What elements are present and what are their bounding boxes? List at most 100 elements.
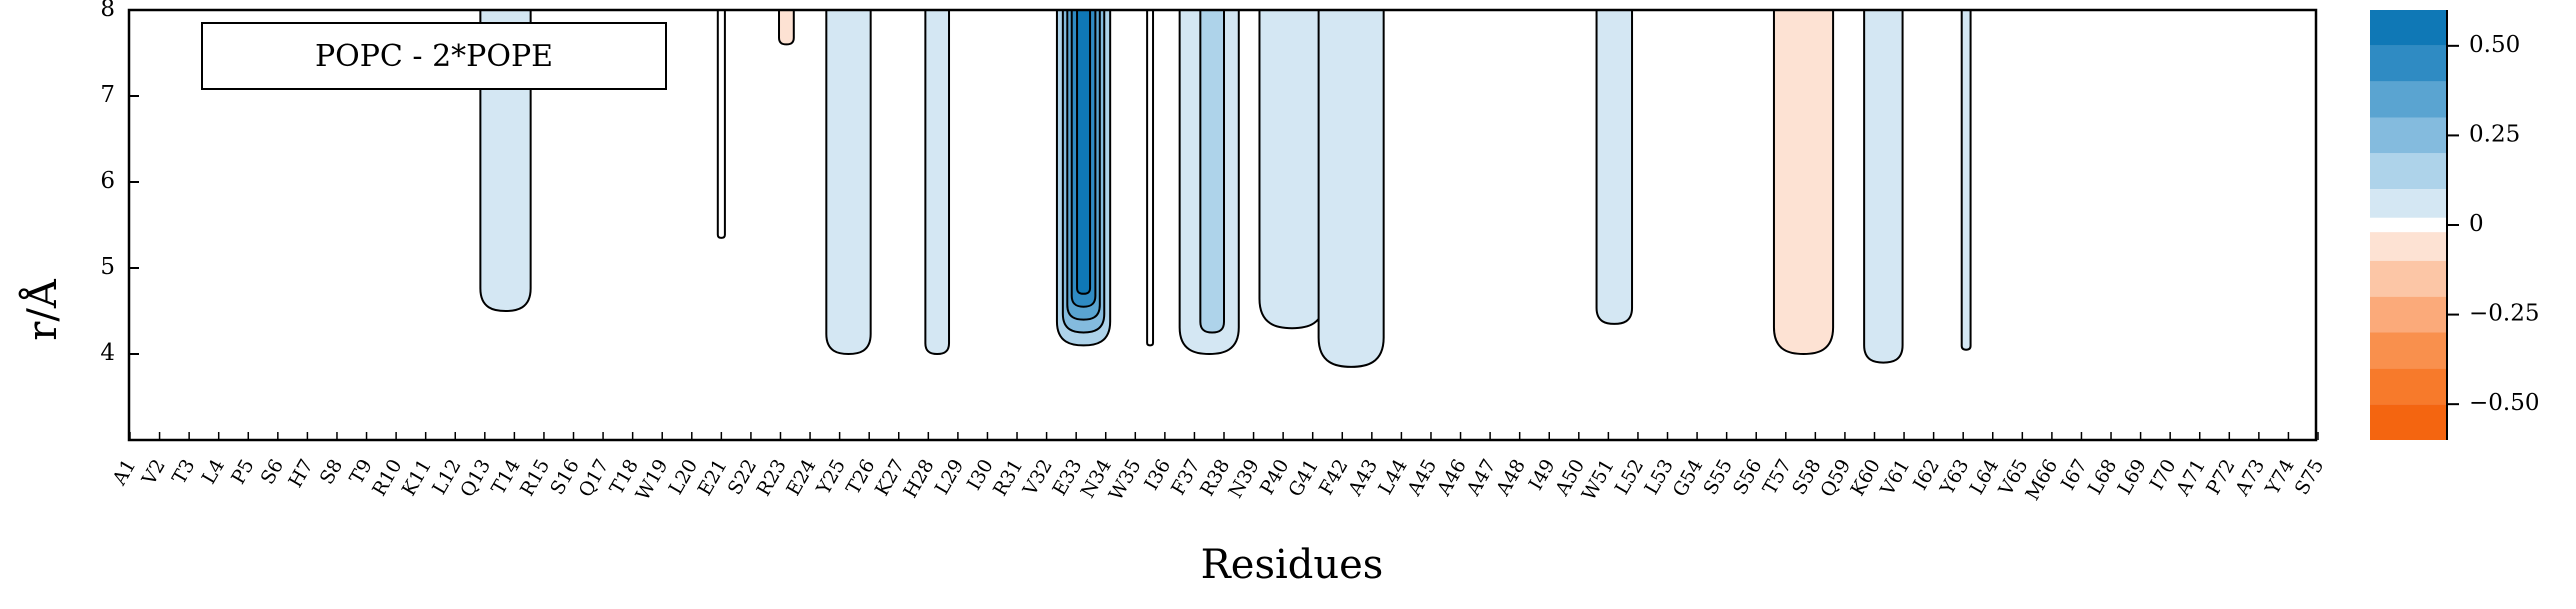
x-tick-label: F37 — [1167, 456, 1205, 499]
x-tick-label: L20 — [665, 456, 702, 499]
x-tick-label: S55 — [1699, 456, 1737, 499]
x-tick-label: Y25 — [812, 456, 850, 500]
colorbar-tick-label: 0.25 — [2469, 121, 2520, 147]
x-tick-label: S56 — [1729, 456, 1767, 499]
x-tick-label: S75 — [2291, 456, 2329, 499]
x-tick-label: Y74 — [2261, 456, 2299, 500]
x-tick-label: A73 — [2231, 456, 2270, 501]
x-tick-label: R15 — [516, 456, 554, 500]
x-tick-label: S6 — [257, 456, 289, 489]
x-tick-label: E21 — [694, 456, 732, 500]
region-f42 — [1317, 10, 1385, 368]
region-e21 — [716, 10, 726, 239]
x-tick-label: L68 — [2084, 456, 2121, 499]
contour-regions — [479, 10, 1972, 368]
y-tick-label: 4 — [100, 340, 115, 366]
x-axis-ticks: A1V2T3L4P5S6H7S8T9R10K11L12Q13T14R15S16Q… — [108, 432, 2328, 504]
x-tick-label: H28 — [899, 456, 938, 502]
y-axis-ticks: 4 5 6 7 8 — [100, 0, 139, 366]
colorbar-band — [2370, 368, 2447, 405]
region-k60 — [1863, 10, 1904, 364]
x-tick-label: A1 — [108, 456, 140, 490]
colorbar-band — [2370, 81, 2447, 118]
x-tick-label: L4 — [198, 456, 229, 488]
x-tick-label: K60 — [1847, 456, 1885, 500]
x-tick-label: V61 — [1876, 456, 1915, 501]
legend-frame — [201, 22, 667, 90]
x-tick-label: E24 — [782, 456, 820, 500]
region-f37-inner — [1199, 10, 1225, 334]
region-w35 — [1146, 10, 1155, 347]
x-tick-label: L44 — [1374, 456, 1411, 499]
region-w51 — [1595, 10, 1634, 325]
x-tick-label: Q59 — [1816, 456, 1855, 501]
colorbar-band — [2370, 45, 2447, 82]
colorbar-band — [2370, 153, 2447, 190]
colorbar-tick-label: 0.50 — [2469, 32, 2520, 58]
x-tick-label: Y63 — [1936, 456, 1974, 500]
colorbar-band — [2370, 232, 2447, 261]
x-tick-label: T14 — [487, 456, 524, 499]
x-tick-label: R10 — [368, 456, 406, 500]
x-tick-label: W51 — [1578, 456, 1619, 505]
x-tick-label: N39 — [1224, 456, 1263, 502]
x-tick-label: L52 — [1611, 456, 1648, 499]
plot-frame — [127, 8, 2318, 442]
x-tick-label: A71 — [2172, 456, 2211, 501]
x-tick-label: W19 — [632, 456, 673, 505]
region-e33-core — [1076, 10, 1092, 295]
colorbar-tick-label: −0.50 — [2469, 390, 2539, 416]
x-tick-label: V2 — [137, 456, 169, 490]
colorbar-band — [2370, 260, 2447, 297]
colorbar-band — [2370, 117, 2447, 154]
x-tick-label: R31 — [989, 456, 1027, 500]
colorbar-band — [2370, 332, 2447, 369]
y-axis-label: r/Å — [19, 278, 66, 341]
x-tick-label: K11 — [398, 456, 436, 500]
y-tick-label: 7 — [100, 82, 115, 108]
colorbar-band — [2370, 296, 2447, 333]
x-tick-label: H7 — [284, 456, 317, 492]
x-tick-label: M66 — [2021, 456, 2062, 505]
colorbar-tick-label: −0.25 — [2469, 301, 2539, 327]
x-tick-label: T57 — [1759, 456, 1796, 499]
colorbar-tick-label: 0 — [2469, 211, 2484, 237]
x-tick-label: T3 — [168, 456, 199, 488]
colorbar-band — [2370, 10, 2447, 46]
x-tick-label: W35 — [1105, 456, 1146, 505]
region-t57 — [1772, 10, 1835, 356]
colorbar-band — [2370, 404, 2447, 440]
x-tick-label: A43 — [1344, 456, 1383, 501]
x-tick-label: Q13 — [456, 456, 495, 501]
region-h28 — [924, 10, 951, 356]
region-p40 — [1258, 10, 1326, 330]
x-tick-label: A46 — [1432, 456, 1471, 501]
x-tick-label: A47 — [1462, 456, 1501, 501]
x-tick-label: G54 — [1669, 456, 1708, 501]
x-tick-label: L69 — [2113, 456, 2150, 499]
x-tick-label: S22 — [724, 456, 762, 499]
x-tick-label: G41 — [1284, 456, 1323, 501]
x-tick-label: V32 — [1018, 456, 1057, 501]
y-tick-label: 8 — [100, 0, 115, 22]
x-tick-label: L29 — [931, 456, 968, 499]
x-tick-label: R23 — [753, 456, 791, 500]
legend-label: POPC - 2*POPE — [315, 39, 553, 74]
y-tick-label: 5 — [100, 254, 115, 280]
x-tick-label: T26 — [842, 456, 879, 499]
y-tick-label: 6 — [100, 168, 115, 194]
legend-box: POPC - 2*POPE — [201, 22, 667, 90]
region-y25 — [825, 10, 872, 356]
x-tick-label: S8 — [316, 456, 348, 489]
colorbar: 0.50 0.25 0 −0.25 −0.50 — [2370, 10, 2539, 440]
x-tick-label: P5 — [227, 456, 258, 489]
x-tick-label: A48 — [1492, 456, 1531, 501]
x-tick-label: A45 — [1403, 456, 1442, 501]
region-y63 — [1960, 10, 1972, 351]
x-axis-label: Residues — [1201, 542, 1384, 588]
x-tick-label: F42 — [1315, 456, 1353, 499]
x-tick-label: Q17 — [574, 456, 613, 501]
colorbar-band — [2370, 189, 2447, 218]
x-tick-label: P72 — [2202, 456, 2240, 499]
